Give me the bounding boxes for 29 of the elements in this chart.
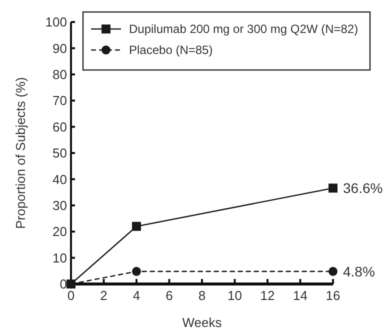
y-tick-label: 40 <box>52 172 67 187</box>
data-label: 36.6% <box>343 180 383 196</box>
x-tick-label: 6 <box>166 288 173 303</box>
y-tick-label: 70 <box>52 93 67 108</box>
y-tick-label: 100 <box>45 14 67 30</box>
point <box>132 266 141 276</box>
data-label: 4.8% <box>343 263 375 280</box>
y-tick-label: 60 <box>52 119 67 134</box>
x-tick-label: 16 <box>326 288 340 303</box>
legend-label: Dupilumab 200 mg or 300 mg Q2W (N=82) <box>129 22 358 36</box>
x-axis-title: Weeks <box>182 315 222 330</box>
x-tick-label: 2 <box>100 288 108 303</box>
x-tick-label: 4 <box>132 288 140 303</box>
x-tick-label: 8 <box>198 288 206 303</box>
x-tick-label: 10 <box>228 288 242 303</box>
y-tick-label: 20 <box>52 224 67 240</box>
y-tick-label: 30 <box>52 198 67 213</box>
y-tick-label: 80 <box>52 66 67 82</box>
y-tick-label: 90 <box>52 40 67 56</box>
y-tick-label: 0 <box>60 276 67 292</box>
point <box>132 222 141 231</box>
point <box>328 266 338 276</box>
x-tick-label: 14 <box>293 288 308 303</box>
y-tick-label: 10 <box>52 250 67 266</box>
legend-label: Placebo (N=85) <box>129 43 213 58</box>
point <box>328 184 338 193</box>
y-tick-label: 50 <box>52 146 67 161</box>
x-tick-label: 12 <box>260 288 275 303</box>
y-axis-title: Proportion of Subjects (%) <box>13 77 28 229</box>
